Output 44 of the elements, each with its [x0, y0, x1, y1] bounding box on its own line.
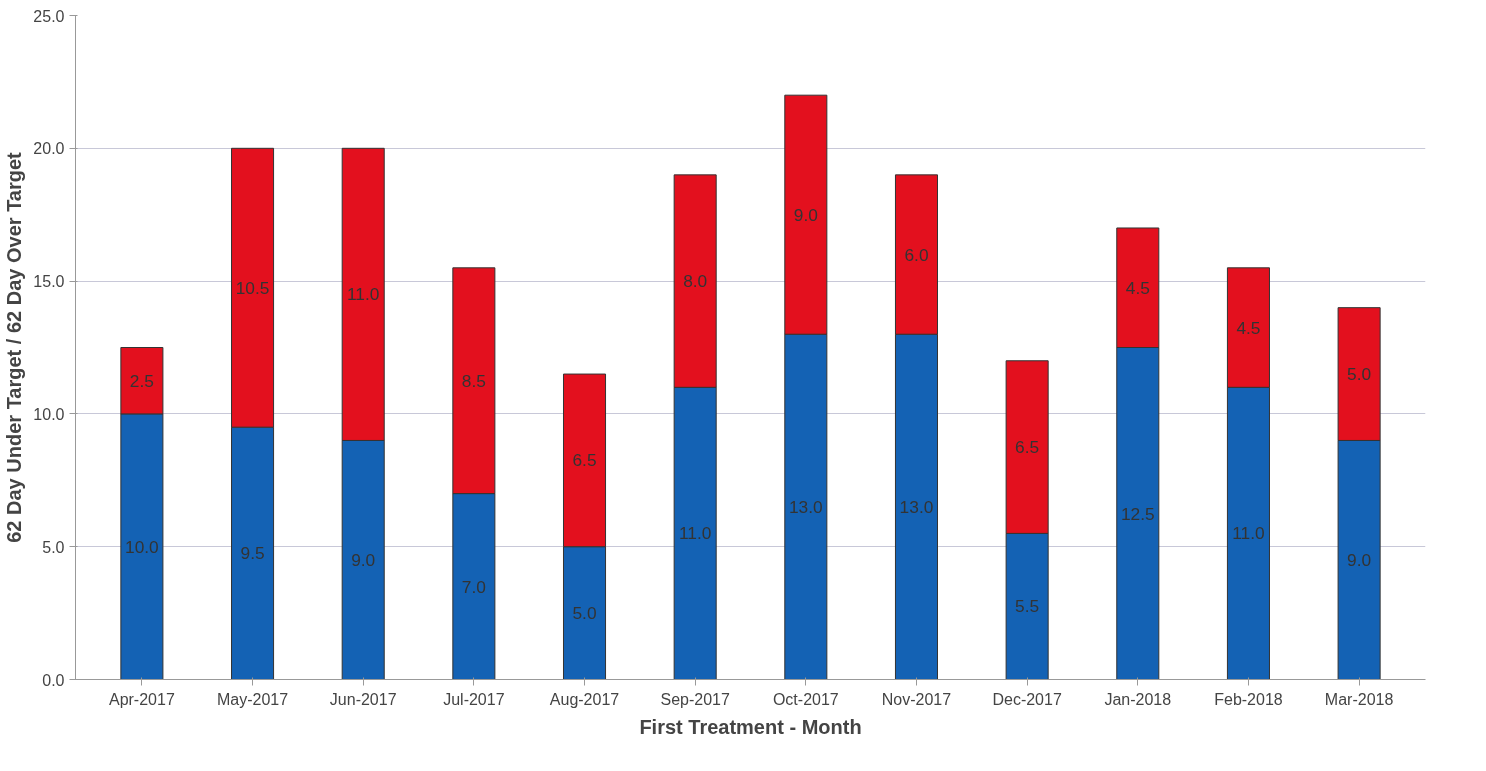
y-tick-label: 20.0 — [33, 140, 65, 158]
data-label: 11.0 — [346, 284, 380, 305]
data-label: 8.5 — [461, 370, 486, 391]
y-tick-label: 10.0 — [33, 405, 65, 423]
data-label: 12.5 — [1120, 503, 1155, 524]
x-tick-label: Feb-2018 — [1214, 690, 1283, 708]
data-label: 4.5 — [1125, 277, 1150, 298]
x-tick-label: Mar-2018 — [1324, 690, 1394, 708]
data-label: 11.0 — [678, 523, 712, 544]
data-label: 10.5 — [235, 277, 270, 298]
x-axis-title: First Treatment - Month — [639, 715, 862, 738]
y-tick-label: 15.0 — [33, 273, 65, 291]
x-tick-label: Apr-2017 — [108, 690, 175, 708]
data-label: 9.0 — [1347, 549, 1372, 570]
data-label: 10.0 — [125, 536, 159, 557]
y-tick-label: 5.0 — [42, 538, 65, 556]
data-label: 6.0 — [904, 244, 929, 265]
data-label: 8.0 — [683, 271, 708, 292]
y-tick-label: 0.0 — [42, 671, 65, 689]
x-tick-label: Sep-2017 — [660, 690, 730, 708]
data-label: 9.0 — [351, 549, 376, 570]
x-tick-label: Aug-2017 — [549, 690, 620, 708]
data-label: 6.5 — [572, 450, 597, 471]
data-label: 5.5 — [1015, 596, 1040, 617]
x-tick-label: Jan-2018 — [1104, 690, 1172, 708]
x-tick-label: Dec-2017 — [992, 690, 1062, 708]
data-label: 13.0 — [788, 496, 823, 517]
x-tick-label: Oct-2017 — [772, 690, 839, 708]
data-label: 9.5 — [240, 543, 265, 564]
data-label: 13.0 — [899, 496, 934, 517]
data-label: 5.0 — [572, 603, 597, 624]
data-label: 9.0 — [793, 204, 818, 225]
data-label: 7.0 — [461, 576, 486, 597]
data-label: 11.0 — [1232, 523, 1265, 544]
data-label: 5.0 — [1347, 364, 1372, 385]
data-label: 2.5 — [129, 370, 154, 391]
y-tick-label: 25.0 — [33, 7, 65, 25]
x-tick-label: Jun-2017 — [329, 690, 397, 708]
x-tick-label: Jul-2017 — [443, 690, 505, 708]
x-tick-label: Nov-2017 — [881, 690, 952, 708]
data-label: 4.5 — [1236, 317, 1261, 338]
x-tick-label: May-2017 — [216, 690, 289, 708]
y-axis-title: 62 Day Under Target / 62 Day Over Target — [3, 151, 26, 543]
data-label: 6.5 — [1015, 437, 1040, 458]
